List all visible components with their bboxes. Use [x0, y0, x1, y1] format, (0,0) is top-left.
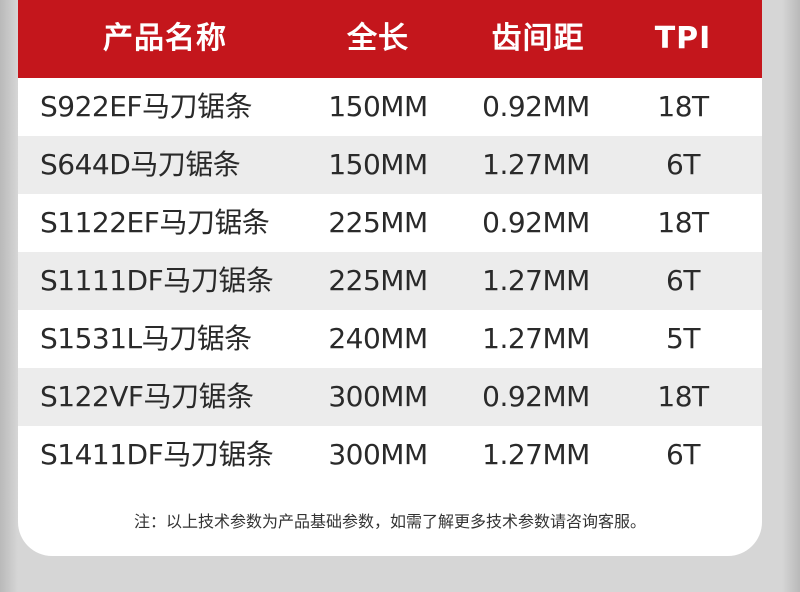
- table-row: S1122EF马刀锯条 225MM 0.92MM 18T: [18, 194, 762, 252]
- table-row: S644D马刀锯条 150MM 1.27MM 6T: [18, 136, 762, 194]
- product-name-cell: S1531L马刀锯条: [40, 322, 252, 355]
- tpi-cell: 6T: [666, 438, 700, 471]
- pitch-cell: 0.92MM: [482, 90, 590, 123]
- tpi-cell: 18T: [657, 90, 709, 123]
- product-name-cell: S644D马刀锯条: [40, 148, 241, 181]
- tpi-cell: 18T: [657, 206, 709, 239]
- table-row: S1411DF马刀锯条 300MM 1.27MM 6T: [18, 426, 762, 484]
- footnote: 注：以上技术参数为产品基础参数，如需了解更多技术参数请咨询客服。: [133, 512, 646, 531]
- length-cell: 300MM: [328, 380, 428, 413]
- length-cell: 300MM: [328, 438, 428, 471]
- length-cell: 150MM: [328, 148, 428, 181]
- product-name-cell: S1111DF马刀锯条: [40, 264, 274, 297]
- header-length: 全长: [347, 21, 409, 56]
- tpi-cell: 6T: [666, 148, 700, 181]
- spec-table-card: 产品名称 全长 齿间距 TPI S922EF马刀锯条 150MM 0.92MM …: [18, 0, 762, 556]
- pitch-cell: 0.92MM: [482, 206, 590, 239]
- length-cell: 150MM: [328, 90, 428, 123]
- tpi-cell: 18T: [657, 380, 709, 413]
- table-row: S922EF马刀锯条 150MM 0.92MM 18T: [18, 78, 762, 136]
- product-name-cell: S1122EF马刀锯条: [40, 206, 270, 239]
- header-product-name: 产品名称: [103, 21, 227, 56]
- length-cell: 240MM: [328, 322, 428, 355]
- pitch-cell: 0.92MM: [482, 380, 590, 413]
- pitch-cell: 1.27MM: [482, 438, 590, 471]
- header-tooth-pitch: 齿间距: [491, 21, 585, 56]
- header-tpi: TPI: [654, 21, 712, 56]
- table-row: S122VF马刀锯条 300MM 0.92MM 18T: [18, 368, 762, 426]
- table-row: S1111DF马刀锯条 225MM 1.27MM 6T: [18, 252, 762, 310]
- pitch-cell: 1.27MM: [482, 322, 590, 355]
- length-cell: 225MM: [328, 206, 428, 239]
- tpi-cell: 6T: [666, 264, 700, 297]
- product-name-cell: S922EF马刀锯条: [40, 90, 253, 123]
- length-cell: 225MM: [328, 264, 428, 297]
- table-header: 产品名称 全长 齿间距 TPI: [18, 0, 762, 78]
- pitch-cell: 1.27MM: [482, 148, 590, 181]
- tpi-cell: 5T: [666, 322, 700, 355]
- table-row: S1531L马刀锯条 240MM 1.27MM 5T: [18, 310, 762, 368]
- product-name-cell: S1411DF马刀锯条: [40, 438, 274, 471]
- pitch-cell: 1.27MM: [482, 264, 590, 297]
- product-name-cell: S122VF马刀锯条: [40, 380, 254, 413]
